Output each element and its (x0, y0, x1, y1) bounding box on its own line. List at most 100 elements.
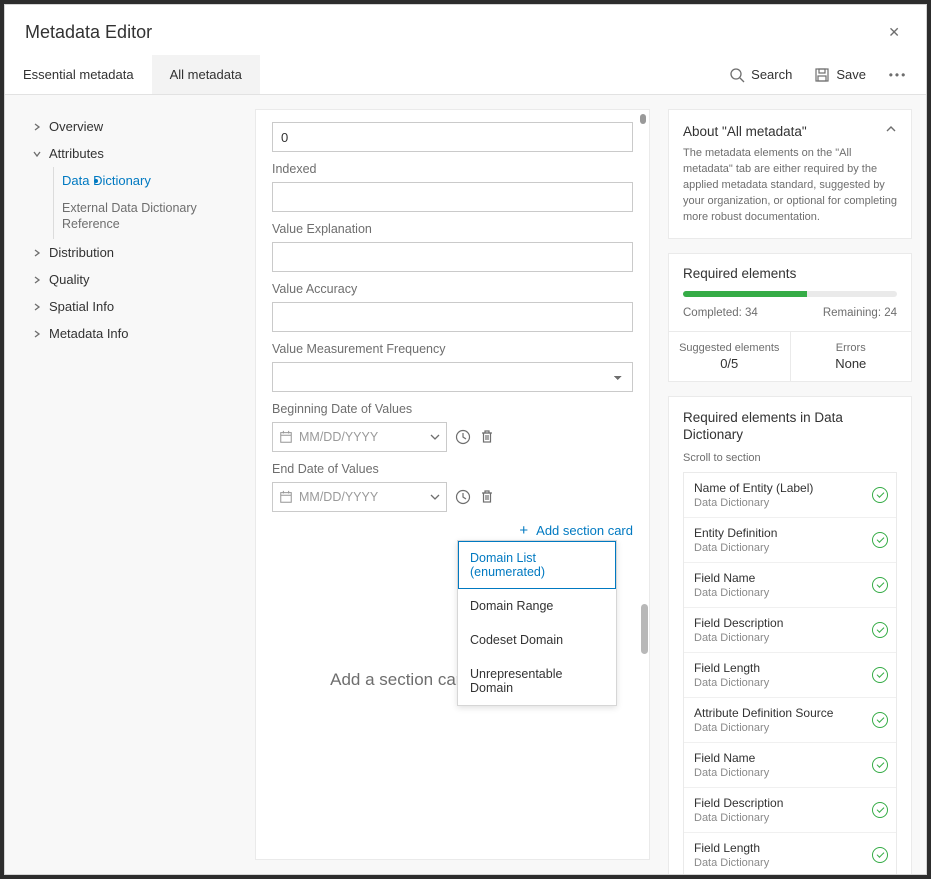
date-placeholder: MM/DD/YYYY (299, 430, 430, 444)
chevron-right-icon (33, 119, 41, 134)
progress-bar (683, 291, 897, 297)
nav-quality[interactable]: Quality (5, 266, 255, 293)
required-elements-list[interactable]: Name of Entity (Label)Data DictionaryEnt… (683, 472, 897, 874)
required-element-location: Data Dictionary (694, 677, 866, 689)
required-element-location: Data Dictionary (694, 542, 866, 554)
toolbar: Essential metadata All metadata Search S… (5, 55, 926, 95)
beginning-date-input[interactable]: MM/DD/YYYY (272, 422, 447, 452)
add-section-card-link[interactable]: + Add section card (519, 522, 633, 539)
chevron-right-icon (33, 326, 41, 341)
required-in-section-title: Required elements in Data Dictionary (683, 409, 897, 444)
required-element-item[interactable]: Field LengthData Dictionary (684, 833, 896, 874)
suggested-elements-stat: Suggested elements 0/5 (669, 332, 790, 381)
check-icon (872, 487, 888, 503)
required-element-name: Name of Entity (Label) (694, 481, 866, 495)
value-measurement-frequency-select[interactable] (272, 362, 633, 392)
nav-spatial-info[interactable]: Spatial Info (5, 293, 255, 320)
numeric-input[interactable] (272, 122, 633, 152)
chevron-right-icon (33, 272, 41, 287)
required-element-name: Field Description (694, 616, 866, 630)
form-panel: Indexed Value Explanation Value Accuracy… (255, 109, 650, 860)
nav-data-dictionary[interactable]: Data Dictionary (54, 167, 255, 194)
check-icon (872, 802, 888, 818)
beginning-date-label: Beginning Date of Values (272, 402, 633, 416)
indexed-label: Indexed (272, 162, 633, 176)
chevron-down-icon (430, 432, 440, 442)
collapse-icon[interactable] (885, 122, 897, 140)
tab-essential-metadata[interactable]: Essential metadata (5, 55, 152, 94)
tab-all-metadata[interactable]: All metadata (152, 55, 260, 94)
nav-sidebar: Overview Attributes Data Dictionary Exte… (5, 95, 255, 874)
required-element-location: Data Dictionary (694, 587, 866, 599)
nav-attributes[interactable]: Attributes (5, 140, 255, 167)
required-element-item[interactable]: Entity DefinitionData Dictionary (684, 518, 896, 563)
scroll-hint: Scroll to section (683, 452, 897, 464)
clock-icon[interactable] (455, 489, 471, 505)
required-element-item[interactable]: Field DescriptionData Dictionary (684, 608, 896, 653)
required-element-item[interactable]: Field NameData Dictionary (684, 563, 896, 608)
about-body: The metadata elements on the "All metada… (683, 146, 897, 226)
save-icon (814, 67, 830, 83)
scrollbar-thumb[interactable] (641, 604, 648, 654)
required-element-name: Field Description (694, 796, 866, 810)
required-element-item[interactable]: Field Length Data Dictionary (684, 653, 896, 698)
required-element-item[interactable]: Attribute Definition Source Data Dictiona… (684, 698, 896, 743)
search-label: Search (751, 67, 792, 82)
required-element-location: Data Dictionary (694, 767, 866, 779)
value-explanation-label: Value Explanation (272, 222, 633, 236)
required-element-name: Attribute Definition Source (694, 706, 866, 720)
calendar-icon (279, 430, 293, 444)
end-date-input[interactable]: MM/DD/YYYY (272, 482, 447, 512)
dropdown-option-unrepresentable-domain[interactable]: Unrepresentable Domain (458, 657, 616, 705)
required-element-item[interactable]: Field Description Data Dictionary (684, 788, 896, 833)
chevron-down-icon (430, 492, 440, 502)
required-element-name: Field Length (694, 841, 866, 855)
clock-icon[interactable] (455, 429, 471, 445)
required-element-name: Field Length (694, 661, 866, 675)
save-button[interactable]: Save (814, 67, 866, 83)
required-element-location: Data Dictionary (694, 722, 866, 734)
info-column: About "All metadata" The metadata elemen… (650, 95, 926, 874)
close-icon[interactable]: ✕ (882, 20, 906, 45)
errors-stat: Errors None (790, 332, 912, 381)
nav-distribution[interactable]: Distribution (5, 239, 255, 266)
required-element-item[interactable]: Name of Entity (Label) Data Dictionary (684, 473, 896, 518)
date-placeholder: MM/DD/YYYY (299, 490, 430, 504)
required-elements-panel: Required elements Completed: 34 Remainin… (668, 253, 912, 382)
indexed-input[interactable] (272, 182, 633, 212)
value-explanation-input[interactable] (272, 242, 633, 272)
required-element-location: Data Dictionary (694, 497, 866, 509)
check-icon (872, 757, 888, 773)
required-element-item[interactable]: Field Name Data Dictionary (684, 743, 896, 788)
nav-metadata-info[interactable]: Metadata Info (5, 320, 255, 347)
required-element-name: Field Name (694, 751, 866, 765)
plus-icon: + (519, 522, 528, 539)
nav-overview[interactable]: Overview (5, 113, 255, 140)
completed-count: Completed: 34 (683, 307, 758, 319)
check-icon (872, 712, 888, 728)
remaining-count: Remaining: 24 (823, 307, 897, 319)
save-label: Save (836, 67, 866, 82)
search-icon (729, 67, 745, 83)
nav-external-data-dictionary-reference[interactable]: External Data Dictionary Reference (54, 194, 255, 239)
progress-fill (683, 291, 807, 297)
dropdown-option-domain-range[interactable]: Domain Range (458, 589, 616, 623)
trash-icon[interactable] (479, 429, 495, 445)
value-measurement-frequency-label: Value Measurement Frequency (272, 342, 633, 356)
metadata-editor-modal: Metadata Editor ✕ Essential metadata All… (4, 4, 927, 875)
chevron-down-icon (33, 146, 41, 161)
check-icon (872, 532, 888, 548)
dropdown-option-codeset-domain[interactable]: Codeset Domain (458, 623, 616, 657)
value-accuracy-input[interactable] (272, 302, 633, 332)
check-icon (872, 577, 888, 593)
dropdown-option-domain-list[interactable]: Domain List (enumerated) (458, 541, 616, 589)
chevron-right-icon (33, 299, 41, 314)
chevron-right-icon (33, 245, 41, 260)
check-icon (872, 667, 888, 683)
more-options-icon[interactable]: ••• (888, 68, 908, 82)
add-section-dropdown: Domain List (enumerated) Domain Range Co… (457, 540, 617, 706)
required-element-location: Data Dictionary (694, 812, 866, 824)
about-panel: About "All metadata" The metadata elemen… (668, 109, 912, 239)
trash-icon[interactable] (479, 489, 495, 505)
search-button[interactable]: Search (729, 67, 792, 83)
